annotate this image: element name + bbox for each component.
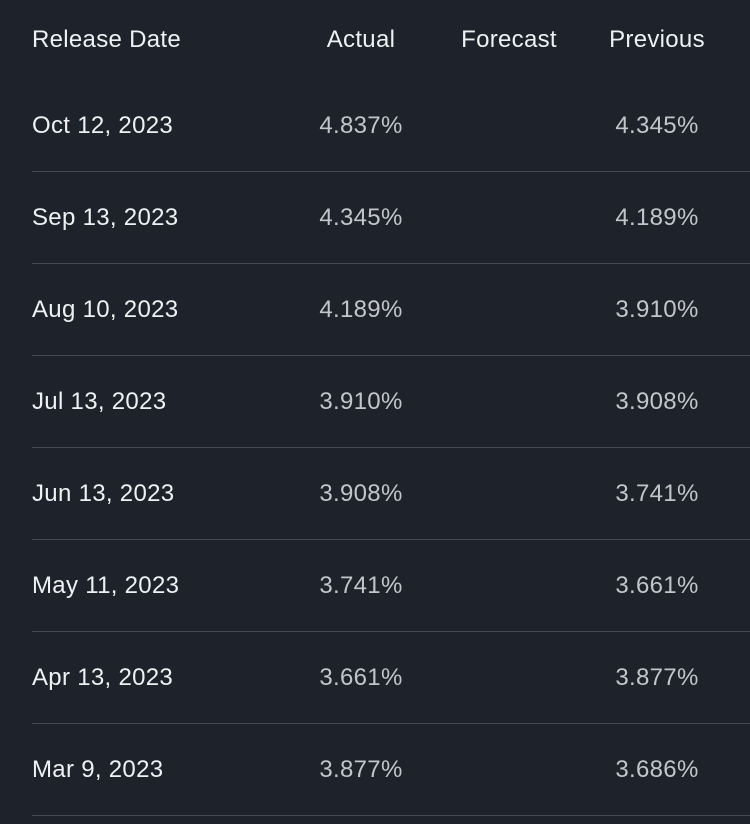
release-date-cell: Oct 12, 2023	[32, 112, 174, 139]
release-date-cell: May 11, 2023	[32, 572, 180, 599]
actual-cell: 3.661%	[319, 664, 403, 691]
release-date-cell: Sep 13, 2023	[32, 204, 179, 231]
table-row: Sep 13, 2023 4.345% 4.189%	[0, 172, 750, 264]
previous-cell: 3.908%	[615, 388, 699, 415]
previous-cell: 3.661%	[615, 572, 699, 599]
previous-cell: 4.345%	[615, 112, 699, 139]
actual-cell: 3.908%	[319, 480, 403, 507]
table-body: Oct 12, 2023 4.837% 4.345% Sep 13, 2023 …	[0, 80, 750, 816]
previous-cell: 3.877%	[615, 664, 699, 691]
previous-cell: 3.741%	[615, 480, 699, 507]
actual-cell: 4.189%	[319, 296, 403, 323]
actual-cell: 3.910%	[319, 388, 403, 415]
table-row: Mar 9, 2023 3.877% 3.686%	[0, 724, 750, 816]
release-date-cell: Jun 13, 2023	[32, 480, 175, 507]
release-date-cell: Apr 13, 2023	[32, 664, 174, 691]
release-date-cell: Aug 10, 2023	[32, 296, 179, 323]
table-row: Jul 13, 2023 3.910% 3.908%	[0, 356, 750, 448]
column-header-previous: Previous	[609, 26, 705, 53]
table-header-row: Release Date Actual Forecast Previous	[0, 0, 750, 80]
actual-cell: 3.741%	[319, 572, 403, 599]
previous-cell: 3.910%	[615, 296, 699, 323]
previous-cell: 3.686%	[615, 756, 699, 783]
column-header-actual: Actual	[326, 26, 396, 53]
table-row: May 11, 2023 3.741% 3.661%	[0, 540, 750, 632]
release-date-cell: Mar 9, 2023	[32, 756, 164, 783]
table-row: Oct 12, 2023 4.837% 4.345%	[0, 80, 750, 172]
table-row: Jun 13, 2023 3.908% 3.741%	[0, 448, 750, 540]
table-row: Aug 10, 2023 4.189% 3.910%	[0, 264, 750, 356]
actual-cell: 4.837%	[319, 112, 403, 139]
column-header-release-date: Release Date	[32, 26, 182, 53]
actual-cell: 3.877%	[319, 756, 403, 783]
table-row: Apr 13, 2023 3.661% 3.877%	[0, 632, 750, 724]
release-date-cell: Jul 13, 2023	[32, 388, 167, 415]
column-header-forecast: Forecast	[461, 26, 557, 53]
previous-cell: 4.189%	[615, 204, 699, 231]
actual-cell: 4.345%	[319, 204, 403, 231]
